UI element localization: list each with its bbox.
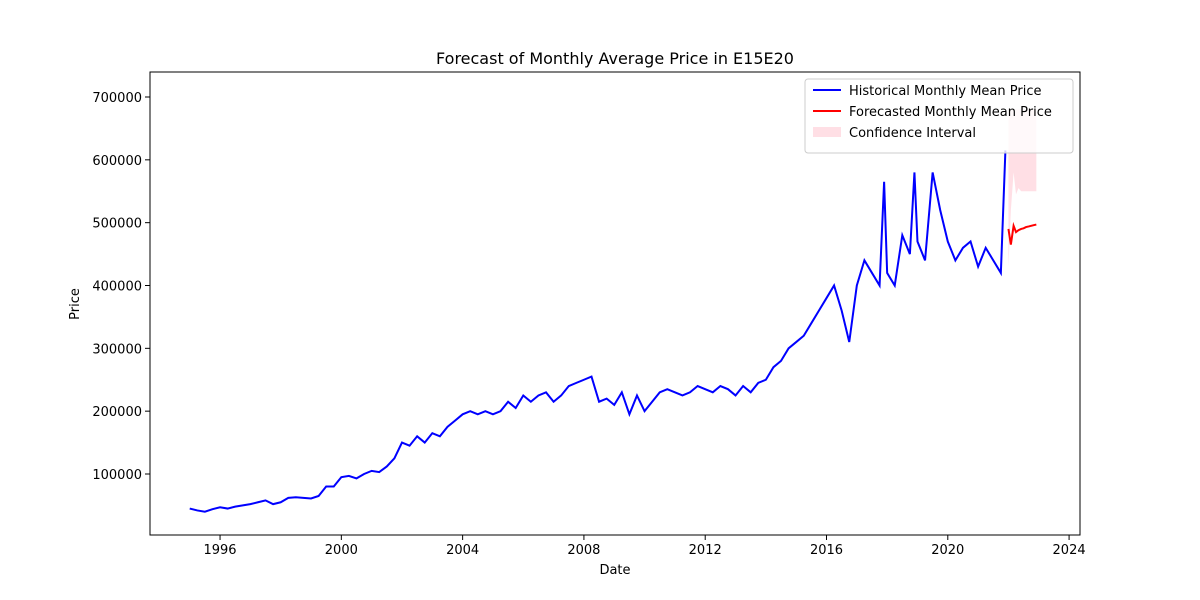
y-tick-label: 500000 bbox=[92, 217, 142, 232]
y-tick-label: 600000 bbox=[92, 154, 142, 169]
x-tick-label: 2004 bbox=[446, 543, 479, 558]
x-tick-label: 1996 bbox=[203, 543, 236, 558]
x-tick-label: 2024 bbox=[1053, 543, 1086, 558]
x-tick-label: 2012 bbox=[689, 543, 722, 558]
y-tick-label: 100000 bbox=[92, 468, 142, 483]
x-tick-label: 2016 bbox=[810, 543, 843, 558]
y-tick-label: 400000 bbox=[92, 279, 142, 294]
chart-title: Forecast of Monthly Average Price in E15… bbox=[436, 49, 794, 68]
y-axis-label: Price bbox=[68, 288, 83, 320]
plot-area bbox=[189, 109, 1037, 513]
series-line bbox=[1007, 221, 1037, 245]
legend-label: Historical Monthly Mean Price bbox=[849, 84, 1041, 99]
legend-swatch bbox=[813, 127, 841, 137]
legend-box bbox=[804, 78, 1074, 154]
y-tick-label: 700000 bbox=[92, 91, 142, 106]
y-tick-label: 300000 bbox=[92, 342, 142, 357]
series-line bbox=[189, 150, 1007, 513]
x-tick-label: 2020 bbox=[931, 543, 964, 558]
legend-label: Forecasted Monthly Mean Price bbox=[849, 105, 1052, 120]
axes-frame bbox=[149, 71, 1081, 536]
x-tick-label: 2008 bbox=[567, 543, 600, 558]
y-tick-label: 200000 bbox=[92, 405, 142, 420]
x-axis-label: Date bbox=[599, 563, 630, 578]
x-tick-label: 2000 bbox=[325, 543, 358, 558]
legend-label: Confidence Interval bbox=[849, 126, 976, 141]
